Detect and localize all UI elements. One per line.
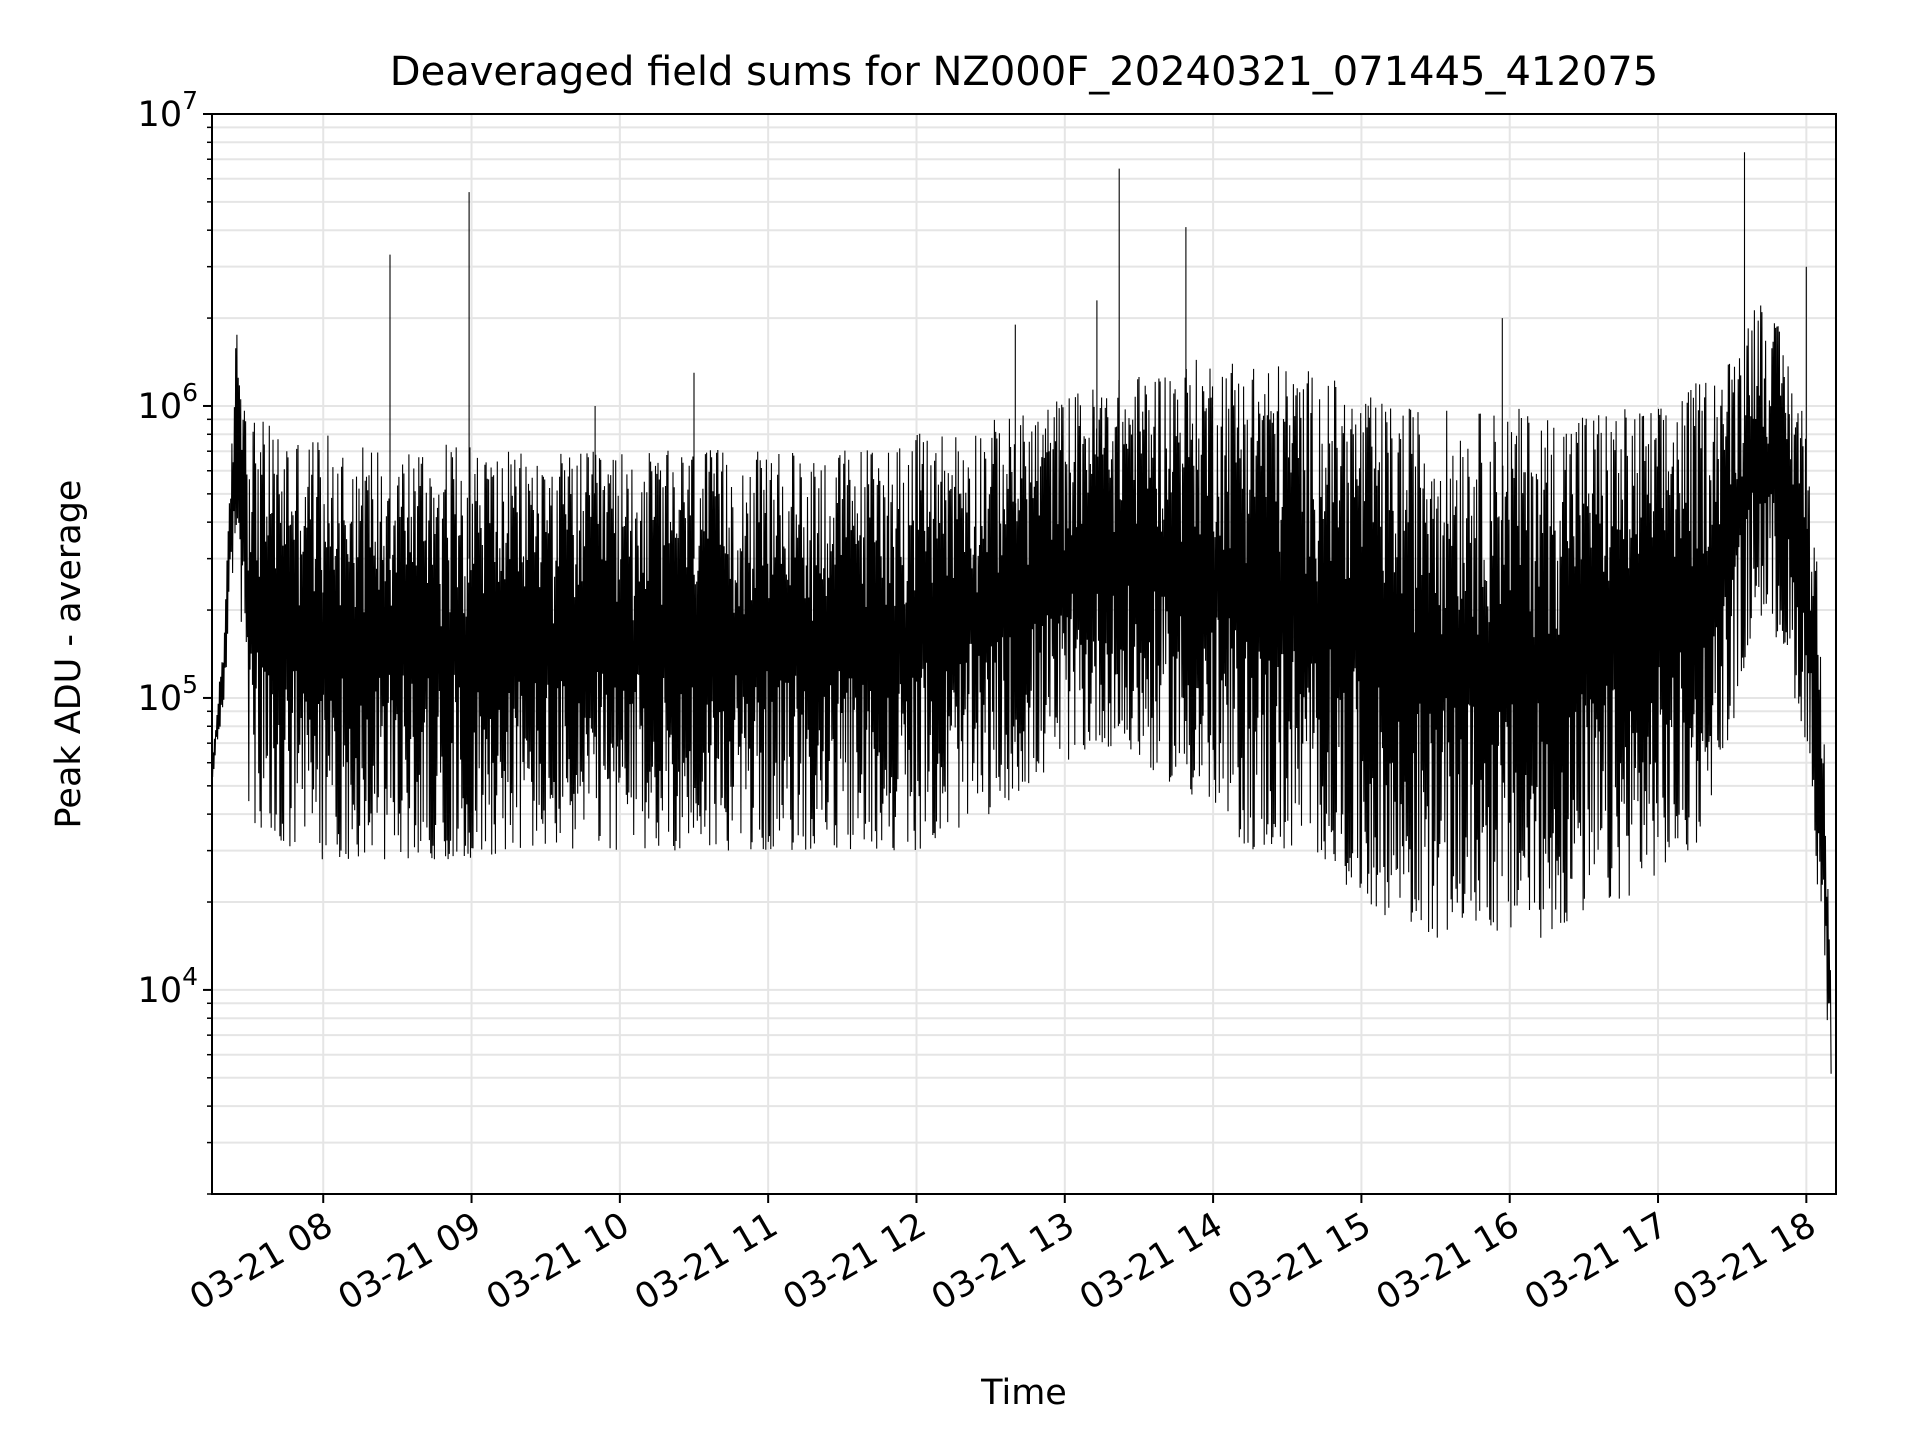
y-tick-label: 105 [138, 670, 198, 719]
x-axis-label: Time [980, 1373, 1067, 1413]
data-series [211, 152, 1832, 1074]
y-tick-label: 104 [138, 962, 198, 1011]
y-tick-label: 107 [138, 86, 198, 135]
series-line [211, 152, 1832, 1074]
plot-frame [211, 113, 1837, 1195]
chart-title: Deaveraged field sums for NZ000F_2024032… [390, 49, 1658, 95]
y-tick-label: 106 [138, 378, 198, 427]
y-axis-label: Peak ADU - average [49, 480, 89, 829]
